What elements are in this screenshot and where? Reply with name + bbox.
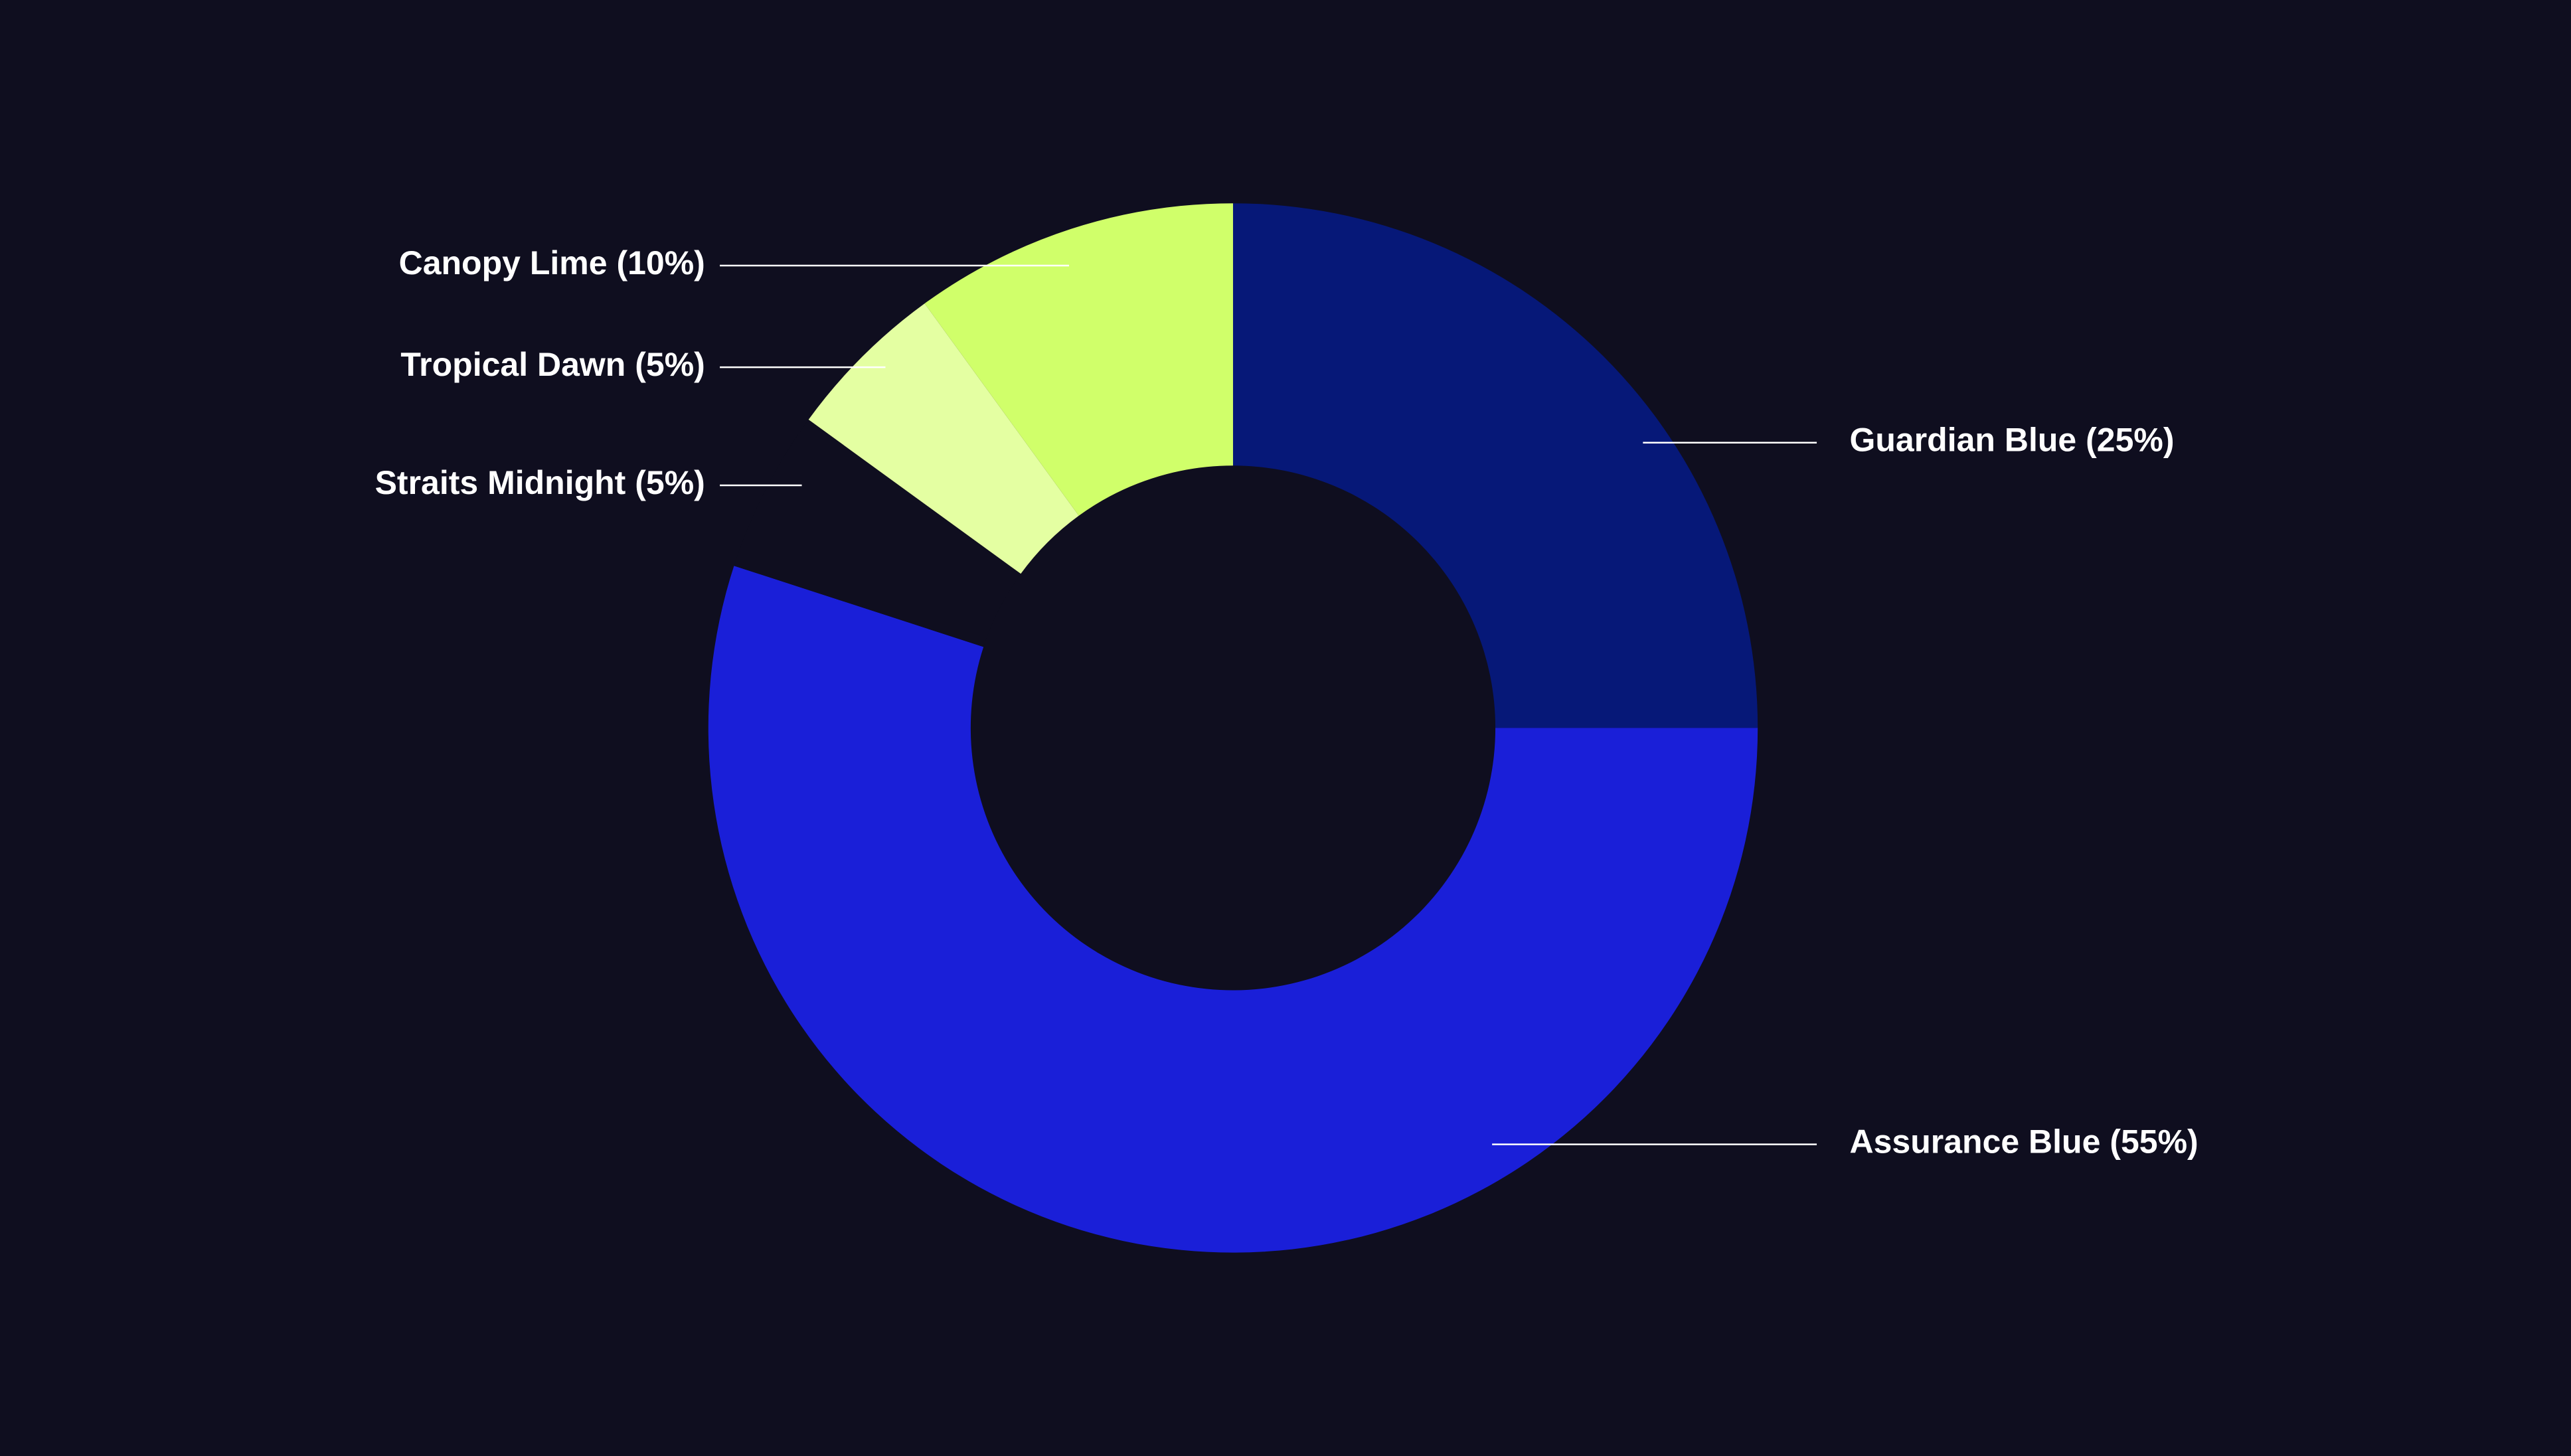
category-name: Tropical Dawn [400, 346, 625, 383]
donut-segment [924, 203, 1233, 516]
donut-segment [808, 303, 1079, 574]
segment-label: Assurance Blue (55%) [1849, 1123, 2198, 1161]
category-name: Assurance Blue [1849, 1123, 2100, 1161]
category-name: Guardian Blue [1849, 422, 2076, 459]
segment-label: Canopy Lime (10%) [399, 244, 705, 282]
segment-label: Guardian Blue (25%) [1849, 422, 2174, 459]
value-label: (5%) [635, 346, 705, 383]
value-label: (25%) [2086, 422, 2174, 459]
value-label: (5%) [635, 464, 705, 501]
donut-segment [708, 566, 1758, 1253]
category-name: Straits Midnight [375, 464, 626, 501]
value-label: (10%) [616, 244, 705, 282]
donut-segment [734, 419, 1021, 647]
segment-label: Tropical Dawn (5%) [400, 346, 705, 383]
segment-label: Straits Midnight (5%) [375, 464, 705, 501]
category-name: Canopy Lime [399, 244, 608, 282]
value-label: (55%) [2110, 1123, 2198, 1161]
donut-segment [1232, 203, 1758, 728]
